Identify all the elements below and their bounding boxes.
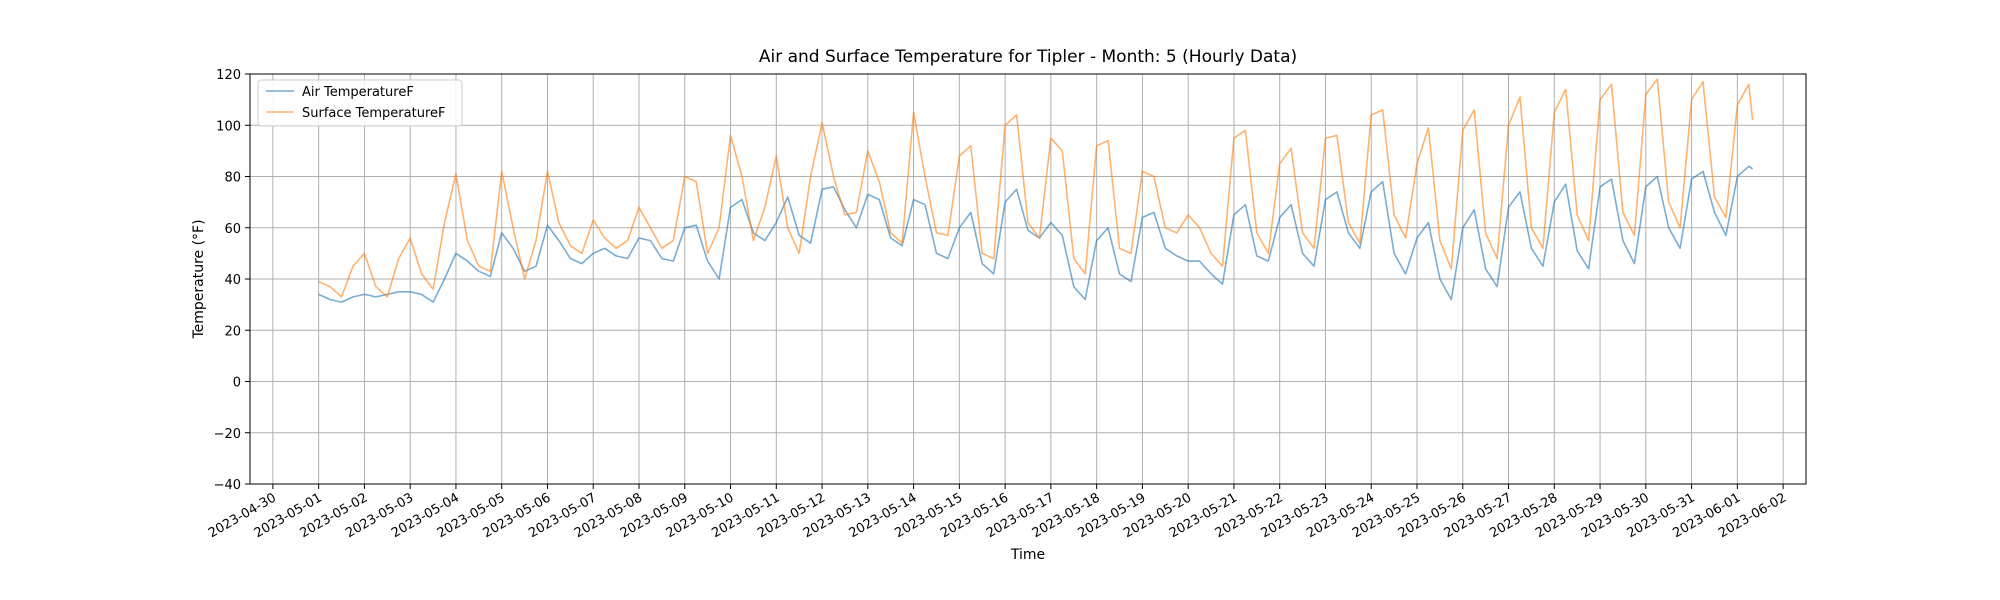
legend-label-surface: Surface TemperatureF (302, 106, 445, 121)
y-axis-label: Temperature (°F) (191, 219, 207, 339)
y-tick-label: −40 (214, 478, 241, 493)
chart-title: Air and Surface Temperature for Tipler -… (759, 47, 1297, 67)
y-tick-label: 60 (224, 222, 241, 237)
y-tick-label: 20 (224, 324, 241, 339)
y-tick-label: 120 (216, 68, 241, 83)
y-tick-label: 80 (224, 171, 241, 186)
y-tick-label: 100 (216, 119, 241, 134)
y-axis: −40 −20 0 20 40 60 80 100 120 (214, 68, 250, 493)
legend-box (257, 79, 463, 127)
series-layer (318, 78, 1754, 303)
legend: Air TemperatureF Surface TemperatureF (257, 79, 463, 127)
series-line-surface (318, 78, 1754, 298)
x-axis-label: Time (1010, 547, 1045, 563)
y-tick-label: −20 (214, 427, 241, 442)
y-tick-label: 0 (233, 376, 241, 391)
legend-label-air: Air TemperatureF (302, 85, 414, 100)
y-tick-label: 40 (224, 273, 241, 288)
